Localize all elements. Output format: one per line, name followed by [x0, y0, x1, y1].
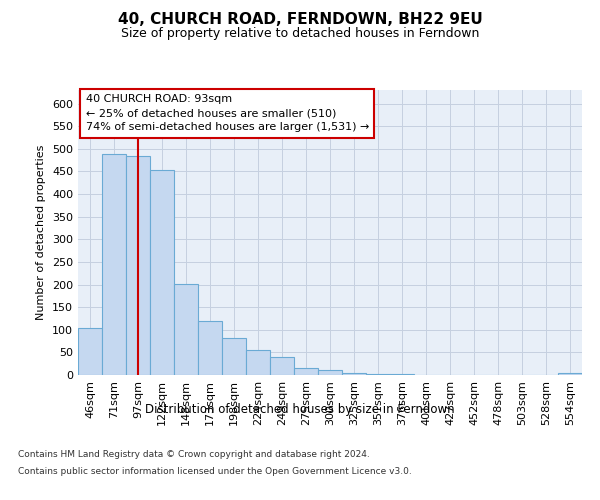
Bar [126, 156, 150, 375]
Text: Size of property relative to detached houses in Ferndown: Size of property relative to detached ho… [121, 28, 479, 40]
Bar [78, 328, 102, 375]
Text: 40 CHURCH ROAD: 93sqm
← 25% of detached houses are smaller (510)
74% of semi-det: 40 CHURCH ROAD: 93sqm ← 25% of detached … [86, 94, 369, 132]
Bar [174, 284, 198, 375]
Bar [318, 370, 342, 375]
Bar [294, 368, 318, 375]
Bar [390, 374, 414, 375]
Bar [270, 357, 294, 375]
Text: Contains HM Land Registry data © Crown copyright and database right 2024.: Contains HM Land Registry data © Crown c… [18, 450, 370, 459]
Bar [342, 372, 366, 375]
Bar [366, 374, 390, 375]
Y-axis label: Number of detached properties: Number of detached properties [37, 145, 46, 320]
Bar [558, 372, 582, 375]
Bar [198, 320, 222, 375]
Text: Contains public sector information licensed under the Open Government Licence v3: Contains public sector information licen… [18, 468, 412, 476]
Bar [102, 154, 126, 375]
Bar [150, 170, 174, 375]
Text: Distribution of detached houses by size in Ferndown: Distribution of detached houses by size … [145, 402, 455, 415]
Bar [222, 338, 246, 375]
Bar [246, 350, 270, 375]
Text: 40, CHURCH ROAD, FERNDOWN, BH22 9EU: 40, CHURCH ROAD, FERNDOWN, BH22 9EU [118, 12, 482, 28]
